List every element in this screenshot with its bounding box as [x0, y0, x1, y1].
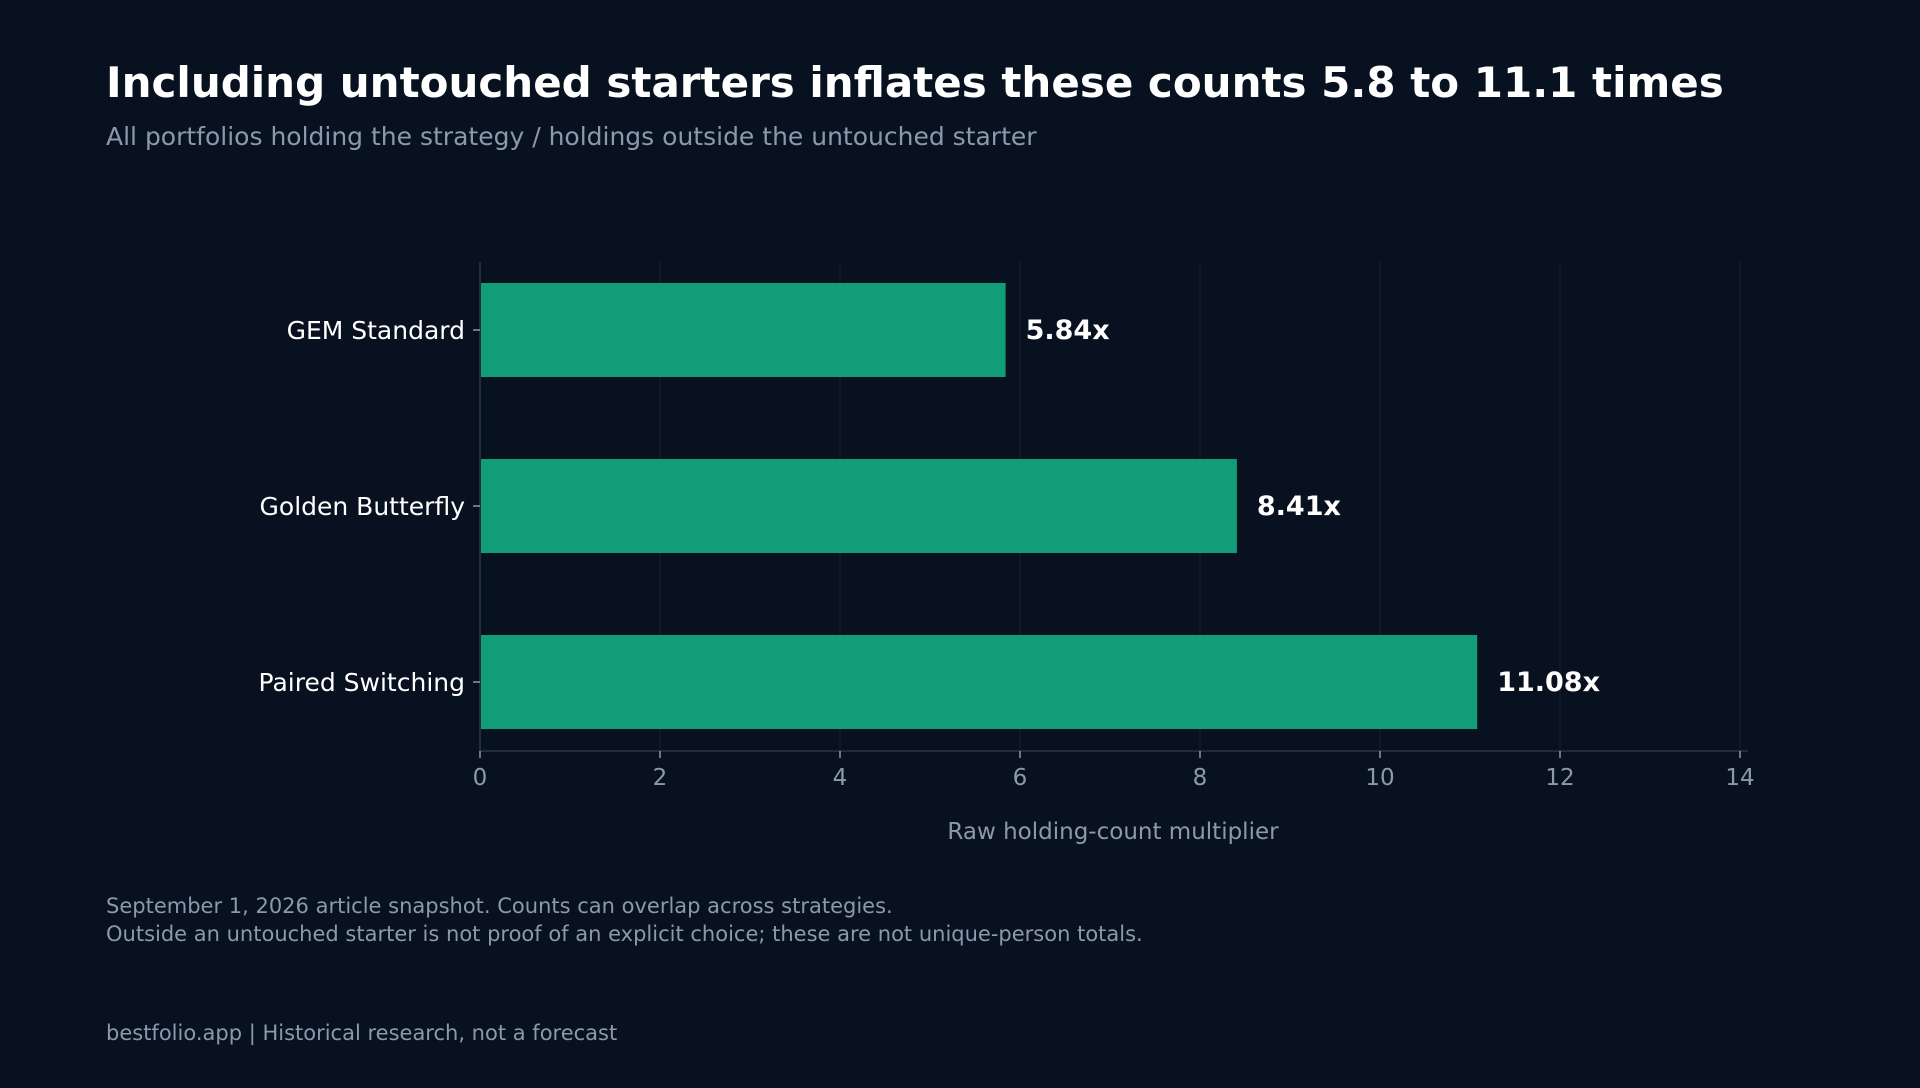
x-tick-label: 4 [833, 765, 848, 791]
footer-source: bestfolio.app | Historical research, not… [106, 1021, 618, 1045]
x-tick-label: 0 [473, 765, 488, 791]
chart-title: Including untouched starters inflates th… [106, 58, 1724, 107]
x-tick-label: 14 [1725, 765, 1754, 791]
data-label: 8.41x [1257, 491, 1341, 522]
bar [481, 459, 1237, 553]
category-label: Paired Switching [259, 668, 465, 697]
x-axis-label: Raw holding-count multiplier [947, 819, 1279, 845]
x-tick-label: 10 [1365, 765, 1394, 791]
category-label: Golden Butterfly [260, 492, 466, 521]
bar [481, 635, 1478, 729]
x-tick-label: 2 [653, 765, 668, 791]
footnote-snapshot: September 1, 2026 article snapshot. Coun… [106, 894, 893, 918]
category-label: GEM Standard [287, 316, 465, 345]
x-tick-label: 12 [1545, 765, 1574, 791]
footnote-disclaimer: Outside an untouched starter is not proo… [106, 922, 1143, 946]
chart-subtitle: All portfolios holding the strategy / ho… [106, 122, 1037, 151]
x-tick-label: 8 [1193, 765, 1208, 791]
data-label: 11.08x [1497, 667, 1600, 698]
data-label: 5.84x [1026, 315, 1110, 346]
bar [481, 283, 1006, 377]
x-tick-label: 6 [1013, 765, 1028, 791]
